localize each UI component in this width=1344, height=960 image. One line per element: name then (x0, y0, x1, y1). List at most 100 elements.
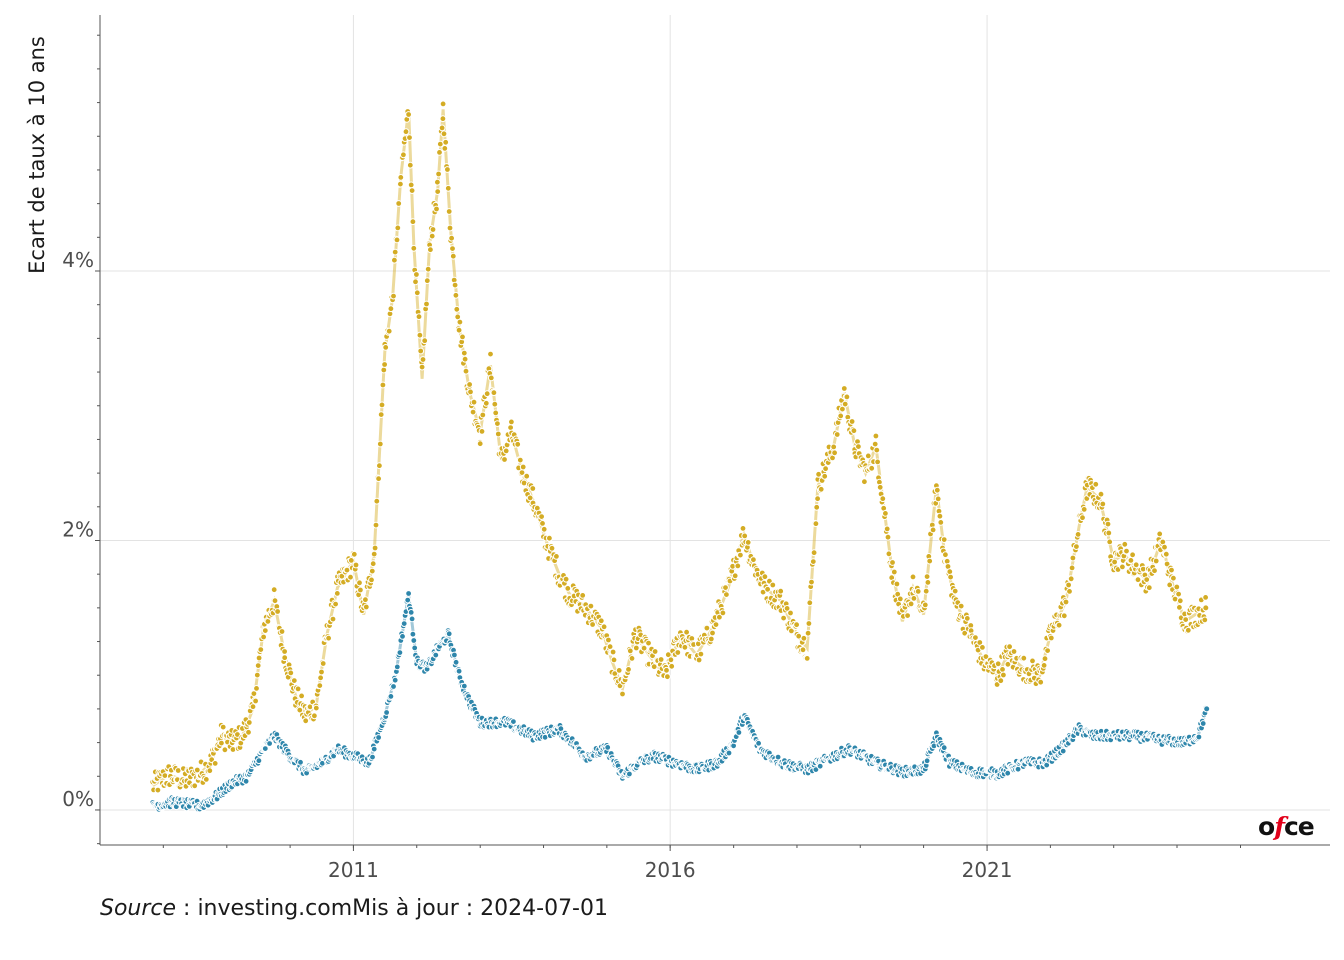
data-point (855, 443, 862, 451)
data-point (253, 685, 260, 692)
data-point (362, 596, 369, 604)
data-point (390, 683, 397, 690)
data-point (381, 361, 389, 368)
data-point (841, 400, 849, 408)
data-point (491, 400, 499, 408)
data-point (1199, 720, 1207, 727)
data-point (373, 497, 381, 505)
data-point (382, 344, 390, 351)
data-point (1004, 660, 1012, 668)
data-point (741, 532, 749, 540)
data-point (716, 613, 723, 621)
data-point (774, 753, 782, 761)
y-tick-label: 2% (62, 517, 94, 541)
data-point (507, 424, 515, 432)
data-point (651, 648, 659, 655)
data-point (777, 587, 785, 595)
data-point (274, 608, 282, 615)
data-point (539, 520, 546, 527)
data-point (814, 495, 821, 503)
data-point (761, 573, 769, 581)
data-point (707, 635, 715, 643)
data-point (249, 703, 257, 711)
source-label: Source (100, 896, 177, 921)
data-point (409, 630, 417, 638)
data-point (628, 655, 636, 662)
data-point (404, 596, 412, 604)
data-point (667, 656, 675, 664)
data-point (799, 646, 807, 654)
data-point (942, 551, 949, 559)
data-point (483, 390, 491, 398)
data-point (1175, 590, 1182, 598)
data-point (202, 776, 210, 783)
data-point (923, 573, 931, 580)
data-point (370, 550, 378, 558)
data-point (290, 677, 298, 684)
data-point (462, 367, 470, 375)
data-point (357, 586, 364, 594)
data-point (843, 393, 851, 401)
x-tick-label: 2011 (328, 858, 379, 882)
data-point (1145, 584, 1153, 592)
data-point (934, 495, 942, 503)
data-point (921, 601, 929, 609)
data-point (1173, 583, 1181, 591)
data-point (455, 667, 463, 675)
data-point (907, 600, 915, 608)
data-point (909, 573, 917, 581)
data-point (884, 533, 892, 541)
data-point (804, 629, 812, 637)
data-point (1152, 557, 1160, 565)
data-point (725, 749, 733, 757)
data-point (439, 115, 447, 123)
data-point (1079, 514, 1086, 522)
data-point (893, 580, 901, 588)
data-point (400, 151, 407, 159)
data-point (1074, 531, 1082, 538)
data-point (311, 712, 318, 720)
data-point (868, 464, 876, 472)
data-point (245, 719, 253, 726)
data-point (391, 256, 398, 264)
data-point (391, 676, 399, 684)
data-point (278, 628, 286, 635)
data-point (478, 428, 486, 435)
data-point (812, 766, 820, 773)
data-point (674, 649, 682, 656)
data-point (850, 427, 858, 435)
data-point (625, 666, 632, 673)
data-point (1143, 576, 1151, 583)
data-point (396, 649, 404, 656)
data-point (1066, 588, 1073, 595)
data-point (668, 662, 676, 670)
data-point (449, 245, 456, 253)
data-point (1006, 643, 1013, 651)
data-point (400, 620, 408, 627)
data-point (191, 782, 199, 790)
data-point (154, 786, 162, 794)
data-point (1132, 561, 1140, 569)
data-point (1161, 543, 1168, 551)
data-point (446, 224, 454, 232)
data-point (787, 609, 794, 617)
updated-text: Mis à jour : 2024-07-01 (352, 896, 608, 921)
data-point (395, 200, 403, 207)
data-point (514, 440, 522, 448)
data-point (516, 456, 524, 464)
data-point (423, 277, 431, 285)
data-point (519, 463, 527, 471)
data-point (910, 595, 918, 602)
data-point (1069, 554, 1077, 562)
data-point (1106, 538, 1114, 546)
data-point (455, 326, 463, 334)
data-point (816, 762, 824, 770)
data-point (193, 766, 201, 774)
data-point (440, 130, 448, 138)
data-point (885, 550, 893, 558)
data-point (1195, 733, 1203, 741)
data-point (449, 252, 457, 260)
data-point (800, 634, 808, 642)
data-point (1182, 616, 1190, 623)
data-point (428, 232, 436, 240)
